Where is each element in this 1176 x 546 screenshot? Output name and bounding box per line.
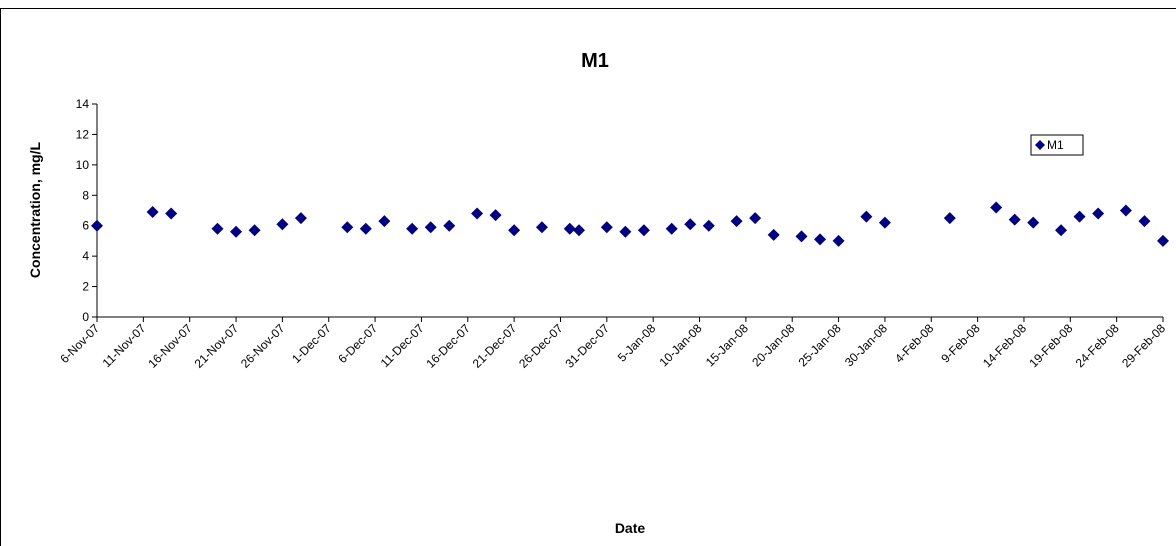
data-point	[248, 224, 261, 237]
data-point	[749, 212, 762, 225]
data-point	[860, 210, 873, 223]
data-point	[990, 201, 1003, 214]
data-point	[165, 207, 178, 220]
data-point	[424, 221, 437, 234]
data-point	[795, 230, 808, 243]
data-point	[341, 221, 354, 234]
data-point	[378, 215, 391, 228]
data-point	[91, 219, 103, 232]
data-point	[702, 219, 715, 232]
data-point	[832, 234, 845, 247]
data-point	[1073, 210, 1086, 223]
data-point	[443, 219, 456, 232]
y-tick-label: 2	[82, 280, 89, 294]
data-point	[730, 215, 743, 228]
data-point	[573, 224, 586, 237]
y-tick-label: 8	[82, 188, 89, 202]
data-point	[814, 233, 827, 246]
data-point	[1055, 224, 1068, 237]
data-point	[1119, 204, 1132, 217]
chart-title: M1	[581, 50, 609, 72]
y-tick-label: 14	[76, 97, 90, 111]
legend-label: M1	[1047, 138, 1064, 152]
data-point	[359, 222, 372, 235]
data-point	[637, 224, 650, 237]
x-axis-label: Date	[615, 520, 646, 536]
chart-frame	[0, 8, 1176, 546]
data-point	[146, 206, 159, 219]
data-point	[1138, 215, 1151, 228]
data-point	[619, 225, 632, 238]
legend-marker	[1035, 140, 1045, 150]
y-tick-label: 0	[82, 310, 89, 324]
data-point	[230, 225, 243, 238]
data-point	[665, 222, 678, 235]
data-point	[471, 207, 484, 220]
data-point	[489, 209, 502, 222]
y-tick-label: 12	[76, 127, 90, 141]
data-point	[276, 218, 289, 231]
data-point	[878, 216, 891, 229]
data-point	[211, 222, 224, 235]
y-axis-label: Concentration, mg/L	[27, 142, 43, 279]
y-tick-label: 6	[82, 219, 89, 233]
data-point	[535, 221, 548, 234]
data-point	[767, 228, 780, 241]
data-point	[1008, 213, 1021, 226]
data-point	[508, 224, 521, 237]
data-point	[294, 212, 307, 225]
legend-box	[1030, 134, 1084, 156]
data-point	[943, 212, 956, 225]
data-point	[406, 222, 419, 235]
data-point	[600, 221, 613, 234]
data-point	[1092, 207, 1105, 220]
data-point	[1027, 216, 1040, 229]
y-tick-label: 10	[76, 158, 90, 172]
y-tick-label: 4	[82, 249, 89, 263]
data-point	[684, 218, 697, 231]
data-point	[1157, 234, 1169, 247]
data-point	[563, 222, 576, 235]
